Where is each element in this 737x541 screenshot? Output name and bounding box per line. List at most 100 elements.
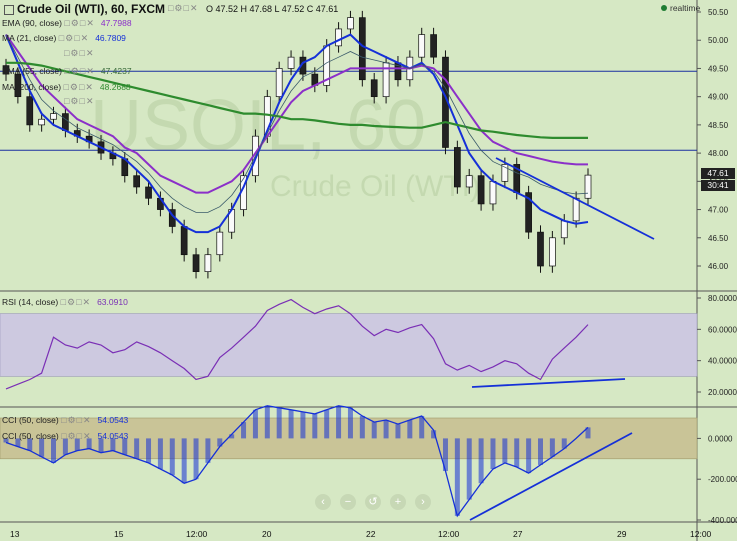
ohlc-readout: O 47.52 H 47.68 L 47.52 C 47.61 (206, 4, 339, 14)
watermark-name: Crude Oil (WTI) (270, 170, 480, 203)
candle-body (192, 254, 200, 272)
indicator-controls-icon[interactable]: □⚙□✕ (58, 33, 90, 43)
indicator-ema90[interactable]: EMA (90, close) □⚙□✕ 47.7988 (2, 18, 132, 29)
last-price-box: 47.61 (701, 168, 735, 179)
cci-legend-2[interactable]: CCI (50, close) □⚙□✕ 54.0543 (2, 431, 128, 442)
candle-body (501, 164, 509, 182)
price-tick-label: 49.50 (708, 64, 729, 73)
price-tick-label: 49.00 (708, 93, 729, 102)
cci-value: 54.0543 (97, 415, 129, 425)
candle-body (584, 174, 592, 199)
indicator-controls-icon[interactable]: □⚙□✕ (64, 96, 95, 106)
ma-line (5, 34, 588, 194)
candle-body (418, 34, 426, 58)
rsi-legend[interactable]: RSI (14, close) □⚙□✕ 63.0910 (2, 297, 128, 308)
candle-body (525, 192, 532, 233)
indicator-name: MA (21, close) (2, 33, 57, 43)
rsi-tick-label: 80.0000 (708, 294, 737, 303)
price-tick-label: 47.00 (708, 206, 729, 215)
price-tick-label: 48.50 (708, 121, 729, 130)
indicator-extra-row[interactable]: □⚙□✕ (2, 96, 94, 107)
rsi-controls-icon[interactable]: □⚙□✕ (60, 297, 92, 307)
reset-button[interactable]: ↺ (365, 494, 381, 510)
candle-body (537, 231, 544, 267)
scroll-right-button[interactable]: › (415, 494, 431, 510)
candle-body (370, 79, 378, 98)
candle-body (14, 73, 22, 98)
candle-body (50, 113, 57, 120)
x-axis-label: 12:00 (186, 529, 208, 539)
symbol-title: Crude Oil (WTI), 60, FXCM (17, 2, 166, 16)
indicator-ma200[interactable]: MA (200, close) □⚙□✕ 48.2688 (2, 82, 131, 93)
cci-value: 54.0543 (97, 431, 129, 441)
rsi-value: 63.0910 (97, 297, 128, 307)
realtime-indicator: realtime (661, 3, 700, 13)
candle-body (549, 237, 556, 267)
cci-legend-1[interactable]: CCI (50, close) □⚙□✕ 54.0543 (2, 415, 128, 426)
rsi-tick-label: 40.0000 (708, 357, 737, 366)
candle-body (453, 147, 461, 188)
zoom-out-button[interactable]: − (340, 494, 356, 510)
candle-body (2, 65, 10, 75)
candle-body (133, 175, 141, 188)
ma-line (5, 33, 589, 234)
indicator-value: 48.2688 (99, 82, 131, 92)
ma-line (6, 61, 588, 139)
cci-name: CCI (50, close) (2, 415, 59, 425)
x-axis-label: 22 (366, 529, 376, 539)
indicator-name: EMA (55, close) (2, 66, 62, 76)
realtime-dot-icon (661, 5, 667, 11)
indicator-controls-icon[interactable]: □⚙□✕ (64, 66, 95, 76)
price-tick-label: 46.50 (708, 234, 729, 243)
trendline (495, 157, 655, 240)
cci-controls-icon[interactable]: □⚙□✕ (61, 431, 92, 441)
candle-body (38, 118, 45, 126)
price-tick-label: 48.00 (708, 149, 729, 158)
candle-body (287, 56, 295, 69)
indicator-controls-icon[interactable]: □⚙□✕ (64, 18, 95, 28)
scroll-left-button[interactable]: ‹ (315, 494, 331, 510)
indicator-name: EMA (90, close) (2, 18, 62, 28)
x-axis-label: 20 (262, 529, 272, 539)
indicator-hidden-row[interactable]: □⚙□✕ (2, 48, 94, 59)
title-icons[interactable]: □⚙□✕ (168, 3, 199, 13)
rsi-name: RSI (14, close) (2, 297, 59, 307)
indicator-value: 47.7988 (100, 18, 132, 28)
candle-body (275, 68, 283, 98)
x-axis-label: 12:00 (690, 529, 712, 539)
cci-tick-label: -200.0000 (708, 475, 737, 484)
cci-trendline (469, 432, 633, 521)
ema55-line (5, 34, 589, 213)
candle-body (489, 180, 497, 205)
candle-body (477, 175, 485, 205)
cci-tick-label: -400.0000 (708, 516, 737, 525)
price-tick-label: 50.00 (708, 36, 729, 45)
rsi-line (5, 298, 589, 390)
rsi-trendline (471, 378, 626, 388)
cci-line (5, 405, 589, 518)
candle-body (347, 17, 354, 30)
indicator-name: MA (200, close) (2, 82, 62, 92)
zoom-in-button[interactable]: + (390, 494, 406, 510)
cci-controls-icon[interactable]: □⚙□✕ (61, 415, 92, 425)
indicator-controls-icon[interactable]: □⚙□✕ (63, 82, 94, 92)
x-axis-label: 29 (617, 529, 627, 539)
x-axis-label: 13 (10, 529, 20, 539)
x-axis-label: 27 (513, 529, 523, 539)
indicator-controls-icon[interactable]: □⚙□✕ (64, 48, 95, 58)
candle-body (358, 17, 366, 81)
indicator-ema55[interactable]: EMA (55, close) □⚙□✕ 47.4237 (2, 66, 132, 77)
collapse-icon[interactable] (4, 4, 14, 15)
x-axis-label: 12:00 (438, 529, 460, 539)
candle-body (62, 113, 69, 131)
candle-body (465, 175, 473, 188)
indicator-value: 46.7809 (95, 33, 126, 43)
candle-body (430, 34, 437, 58)
candle-body (180, 226, 188, 256)
candle-body (145, 186, 152, 199)
candle-body (572, 197, 580, 222)
price-tick-label: 46.00 (708, 262, 729, 271)
indicator-ma21[interactable]: MA (21, close) □⚙□✕ 46.7809 (2, 33, 126, 44)
